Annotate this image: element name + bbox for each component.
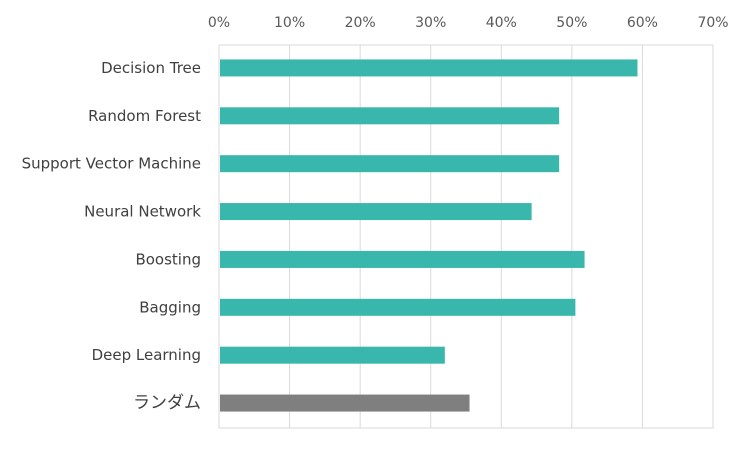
x-tick-label: 0% (208, 15, 230, 31)
bars (220, 59, 638, 412)
x-tick-label: 10% (274, 15, 305, 31)
x-tick-label: 50% (556, 15, 587, 31)
plot-area-border (218, 44, 714, 429)
category-label: Decision Tree (101, 59, 201, 77)
category-label: Support Vector Machine (22, 155, 201, 173)
gridlines (289, 45, 643, 428)
bar (220, 203, 532, 221)
bar (220, 394, 470, 412)
x-tick-label: 70% (697, 15, 728, 31)
bar (220, 59, 638, 77)
bar (220, 250, 585, 268)
bar (220, 298, 576, 316)
bar (220, 155, 560, 173)
x-tick-label: 60% (627, 15, 658, 31)
category-label: ランダム (133, 393, 201, 413)
category-label: Bagging (139, 298, 201, 316)
x-tick-label: 40% (486, 15, 517, 31)
x-axis-ticks: 0% 10% 20% 30% 40% 50% 60% 70% (208, 15, 729, 31)
category-label: Random Forest (88, 107, 201, 125)
x-tick-label: 30% (415, 15, 446, 31)
category-label: Deep Learning (92, 346, 201, 364)
category-label: Neural Network (84, 203, 201, 221)
bar (220, 346, 445, 364)
bar (220, 107, 560, 125)
x-tick-label: 20% (345, 15, 376, 31)
category-labels: Decision Tree Random Forest Support Vector… (22, 59, 202, 413)
category-label: Boosting (135, 250, 201, 268)
